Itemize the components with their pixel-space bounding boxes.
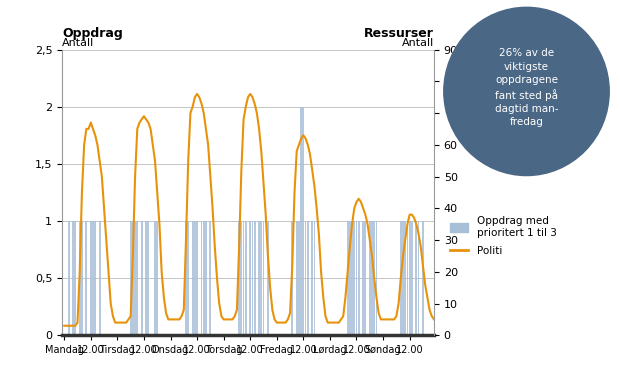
Bar	[304, 221, 306, 335]
Bar	[411, 221, 413, 335]
Bar	[99, 221, 100, 335]
Bar	[260, 221, 262, 335]
Bar	[356, 221, 357, 335]
Bar	[136, 221, 138, 335]
Bar	[376, 221, 378, 335]
Bar	[349, 221, 351, 335]
Bar	[194, 221, 196, 335]
Bar	[400, 221, 402, 335]
Text: Ressurser: Ressurser	[364, 27, 434, 40]
Bar	[249, 221, 251, 335]
Bar	[351, 221, 353, 335]
Bar	[365, 221, 366, 335]
Bar	[362, 221, 364, 335]
Bar	[72, 221, 74, 335]
Bar	[187, 221, 189, 335]
Bar	[86, 221, 87, 335]
Bar	[130, 221, 131, 335]
Bar	[409, 221, 410, 335]
Bar	[154, 221, 156, 335]
Bar	[369, 221, 371, 335]
Legend: Oppdrag med
prioritert 1 til 3, Politi: Oppdrag med prioritert 1 til 3, Politi	[445, 212, 560, 261]
Bar	[145, 221, 147, 335]
Text: 26% av de
viktigste
oppdragene
fant sted på
dagtid man-
fredag: 26% av de viktigste oppdragene fant sted…	[495, 48, 558, 127]
Bar	[422, 221, 424, 335]
Bar	[201, 221, 202, 335]
Bar	[303, 107, 304, 335]
Bar	[141, 221, 143, 335]
Bar	[210, 221, 211, 335]
Bar	[258, 221, 260, 335]
Bar	[402, 221, 404, 335]
Bar	[196, 221, 198, 335]
Bar	[148, 221, 149, 335]
Bar	[68, 221, 69, 335]
Bar	[192, 221, 193, 335]
Bar	[203, 221, 205, 335]
Bar	[314, 221, 316, 335]
Bar	[92, 221, 94, 335]
Ellipse shape	[444, 7, 609, 176]
Bar	[415, 221, 417, 335]
Bar	[404, 221, 406, 335]
Bar	[296, 221, 298, 335]
Bar	[132, 221, 134, 335]
Bar	[407, 221, 409, 335]
Bar	[81, 221, 83, 335]
Bar	[254, 221, 255, 335]
Bar	[358, 221, 360, 335]
Bar	[134, 221, 136, 335]
Bar	[373, 221, 375, 335]
Text: Antall: Antall	[62, 38, 94, 48]
Bar	[90, 221, 92, 335]
Text: Oppdrag: Oppdrag	[62, 27, 123, 40]
Bar	[185, 221, 187, 335]
Bar	[418, 221, 419, 335]
Bar	[263, 221, 264, 335]
Bar	[311, 221, 313, 335]
Bar	[205, 221, 207, 335]
Bar	[300, 107, 302, 335]
Bar	[307, 221, 309, 335]
Bar	[252, 221, 254, 335]
Bar	[291, 221, 293, 335]
Bar	[74, 221, 76, 335]
Bar	[242, 221, 244, 335]
Bar	[238, 221, 240, 335]
Bar	[347, 221, 348, 335]
Bar	[156, 221, 158, 335]
Bar	[94, 221, 96, 335]
Text: Antall: Antall	[402, 38, 434, 48]
Bar	[353, 221, 355, 335]
Bar	[371, 221, 373, 335]
Bar	[241, 221, 242, 335]
Bar	[79, 221, 81, 335]
Bar	[245, 221, 247, 335]
Bar	[298, 221, 300, 335]
Bar	[267, 221, 269, 335]
